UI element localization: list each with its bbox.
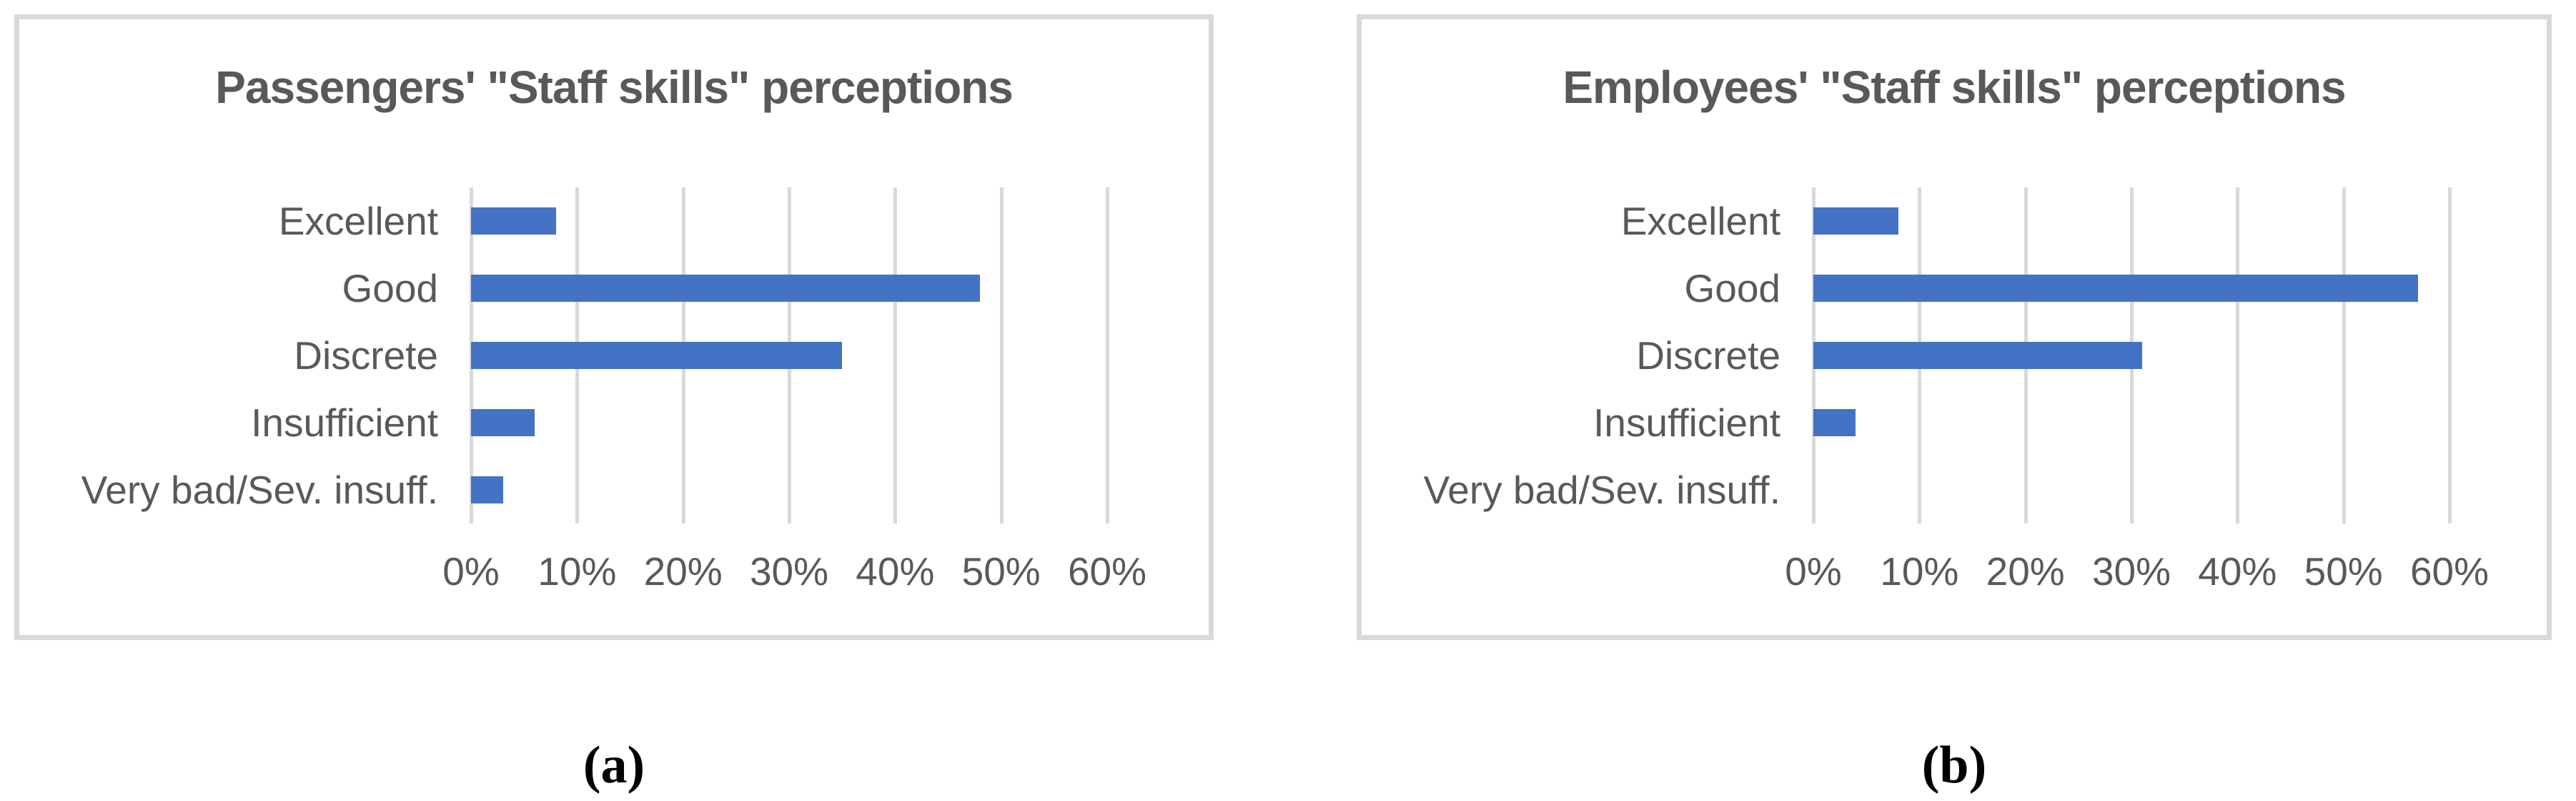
x-tick-label: 40% (856, 549, 935, 594)
bar (471, 409, 535, 436)
gridline (893, 187, 898, 524)
bar-row (471, 255, 1107, 322)
x-tick-label: 60% (1067, 549, 1147, 594)
bar-row (1813, 456, 2449, 524)
x-tick-label: 60% (2409, 549, 2490, 594)
bar-row (471, 322, 1107, 389)
bar (471, 207, 556, 235)
category-label: Insufficient (251, 400, 438, 445)
chart-panel-a: Passengers' "Staff skills" perceptions E… (14, 14, 1214, 640)
bar-row (1813, 389, 2449, 456)
category-label: Good (342, 266, 438, 310)
bar-row (1813, 322, 2449, 389)
category-label: Discrete (1636, 333, 1780, 378)
gridline (2236, 187, 2240, 524)
category-label: Insufficient (1593, 400, 1780, 445)
bar (1813, 275, 2418, 302)
bar (1813, 207, 1898, 235)
plot-area (470, 187, 1109, 524)
chart-panel-b: Employees' "Staff skills" perceptions Ex… (1357, 14, 2552, 640)
gridline (1106, 187, 1109, 524)
x-tick-label: 40% (2198, 549, 2277, 594)
x-tick-label: 10% (538, 549, 617, 594)
bar-row (471, 456, 1107, 524)
category-label: Very bad/Sev. insuff. (81, 468, 438, 512)
x-tick-label: 50% (2304, 549, 2383, 594)
bar (471, 476, 503, 503)
category-labels: Excellent Good Discrete Insufficient Very ba… (19, 187, 457, 524)
subfigure-caption-b: (b) (1921, 736, 1987, 795)
gridline (2448, 187, 2452, 524)
x-tick-label: 50% (961, 549, 1041, 594)
x-axis-ticks: 0% 10% 20% 30% 40% 50% 60% (442, 549, 1146, 599)
x-tick-label: 30% (749, 549, 829, 594)
bar-row (471, 187, 1107, 255)
category-label: Good (1684, 266, 1780, 310)
bar (471, 342, 843, 369)
bar (1813, 409, 1856, 436)
plot-area (1812, 187, 2452, 524)
category-label: Very bad/Sev. insuff. (1423, 468, 1780, 512)
bar-row (1813, 255, 2449, 322)
x-tick-label: 20% (1986, 549, 2065, 594)
bar (1813, 342, 2142, 369)
x-axis-ticks: 0% 10% 20% 30% 40% 50% 60% (1785, 549, 2489, 599)
category-label: Excellent (1620, 199, 1780, 243)
x-tick-label: 0% (442, 549, 500, 594)
bar-row (471, 389, 1107, 456)
x-tick-label: 0% (1785, 549, 1842, 594)
gridline (2342, 187, 2346, 524)
category-labels: Excellent Good Discrete Insufficient Very ba… (1362, 187, 1799, 524)
chart-title: Passengers' "Staff skills" perceptions (215, 62, 1014, 113)
chart-title: Employees' "Staff skills" perceptions (1562, 62, 2346, 113)
x-tick-label: 10% (1880, 549, 1959, 594)
category-label: Excellent (278, 199, 438, 243)
category-label: Discrete (294, 333, 438, 378)
bar-row (1813, 187, 2449, 255)
gridline (999, 187, 1004, 524)
subfigure-caption-a: (a) (583, 736, 645, 795)
x-tick-label: 20% (643, 549, 723, 594)
bar (471, 275, 980, 302)
x-tick-label: 30% (2091, 549, 2171, 594)
